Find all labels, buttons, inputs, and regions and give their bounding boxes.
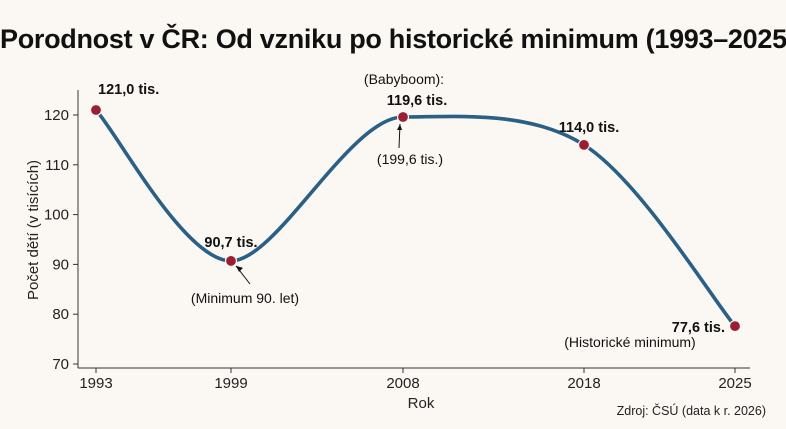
data-point-marker (224, 254, 238, 268)
y-tick-label: 120 (44, 107, 69, 124)
data-value-label: 121,0 tis. (98, 82, 159, 98)
y-tick-label: 80 (52, 306, 69, 323)
data-value-label: 119,6 tis. (387, 93, 447, 109)
x-tick-label: 1999 (214, 375, 247, 392)
y-tick-label: 90 (52, 256, 69, 273)
x-tick-label: 1993 (79, 375, 112, 392)
data-value-label: 90,7 tis. (204, 235, 257, 251)
data-point-marker (728, 320, 742, 333)
data-value-label: 114,0 tis. (559, 120, 619, 136)
y-tick-label: 110 (45, 157, 69, 174)
axes-layer: 70 80 90 100 110 120 1993 1999 2008 2018 2025 Rok Po… (25, 90, 752, 412)
annotation-babyboom-value: (199,6 tis.) (377, 151, 443, 167)
y-tick-label: 100 (44, 207, 69, 224)
data-point-marker (396, 110, 410, 124)
x-tick-label: 2018 (567, 375, 600, 392)
chart-title: Porodnost v ČR: Od vzniku po historické … (0, 24, 786, 54)
y-axis-title: Počet dětí (v tisících) (25, 160, 42, 300)
arrowhead-icon (397, 123, 402, 130)
annotation-historic-minimum: (Historické minimum) (564, 334, 695, 350)
x-tick-label: 2008 (386, 375, 419, 392)
label-layer: 121,0 tis. 90,7 tis. 119,6 tis. 114,0 tis. 7… (98, 71, 766, 418)
marker-layer (89, 103, 742, 333)
y-tick-label: 70 (52, 356, 69, 373)
annotation-minimum-90s: (Minimum 90. let) (191, 290, 299, 306)
annotation-babyboom: (Babyboom): (364, 71, 444, 87)
data-point-marker (577, 138, 591, 151)
data-value-label: 77,6 tis. (672, 320, 725, 336)
data-point-marker (89, 103, 103, 117)
source-note: Zdroj: ČSÚ (data k r. 2026) (617, 403, 766, 418)
arrowhead-icon (236, 265, 243, 272)
x-tick-label: 2025 (718, 375, 751, 392)
x-axis-title: Rok (408, 395, 435, 412)
